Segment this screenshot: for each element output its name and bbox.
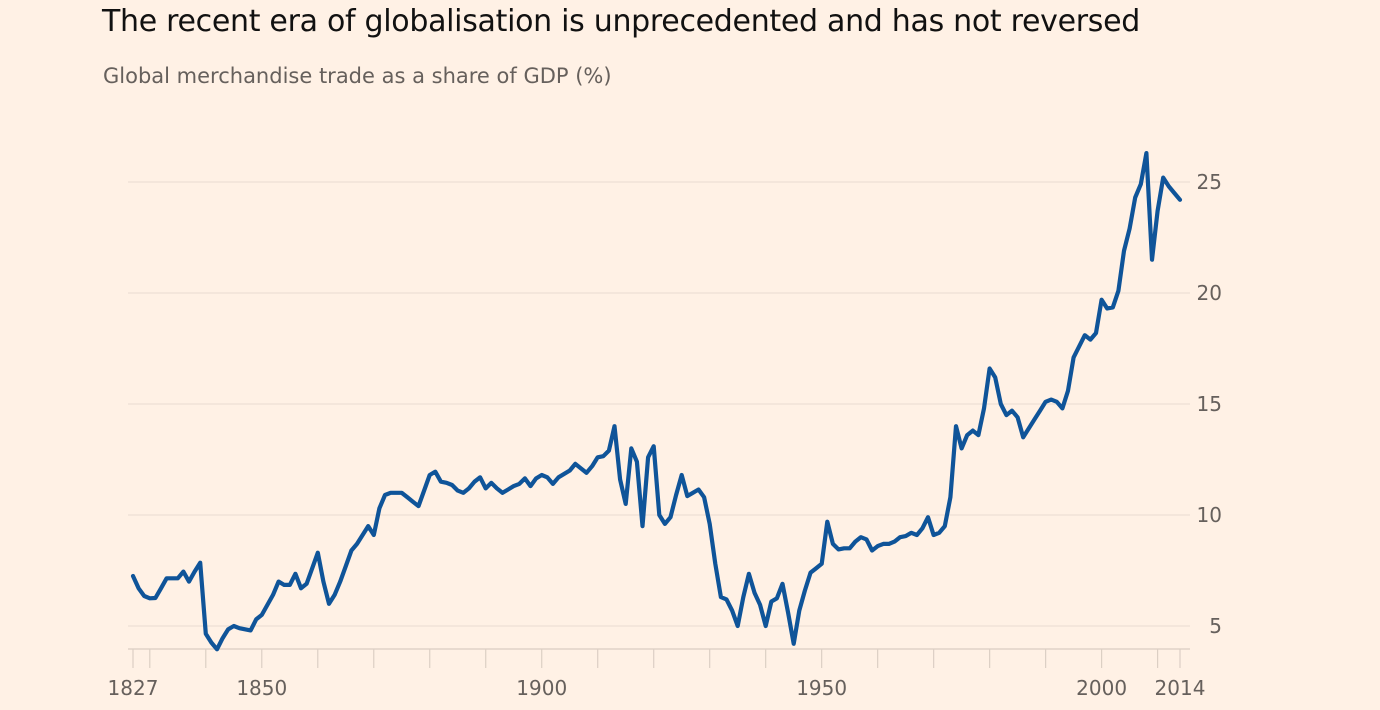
- gridlines: [128, 181, 1190, 627]
- y-tick-label-5: 5: [1209, 614, 1222, 638]
- y-tick-label-20: 20: [1197, 281, 1222, 305]
- x-tick-label-1850: 1850: [236, 676, 287, 700]
- x-tick-label-1900: 1900: [516, 676, 567, 700]
- y-tick-label-15: 15: [1197, 392, 1222, 416]
- y-axis-labels: 5 10 15 20 25: [1197, 170, 1222, 638]
- x-tick-label-1950: 1950: [796, 676, 847, 700]
- chart-title: The recent era of globalisation is unpre…: [102, 4, 1141, 39]
- y-tick-label-25: 25: [1197, 170, 1222, 194]
- chart-subtitle: Global merchandise trade as a share of G…: [103, 64, 612, 88]
- x-tick-label-2000: 2000: [1076, 676, 1127, 700]
- series-line: [130, 151, 1183, 652]
- y-tick-label-10: 10: [1197, 503, 1222, 527]
- x-tick-label-1827: 1827: [108, 676, 159, 700]
- x-tick-label-2014: 2014: [1155, 676, 1206, 700]
- series-group: [130, 151, 1183, 652]
- x-axis: 1827 1850 1900 1950 2000 2014: [108, 648, 1206, 700]
